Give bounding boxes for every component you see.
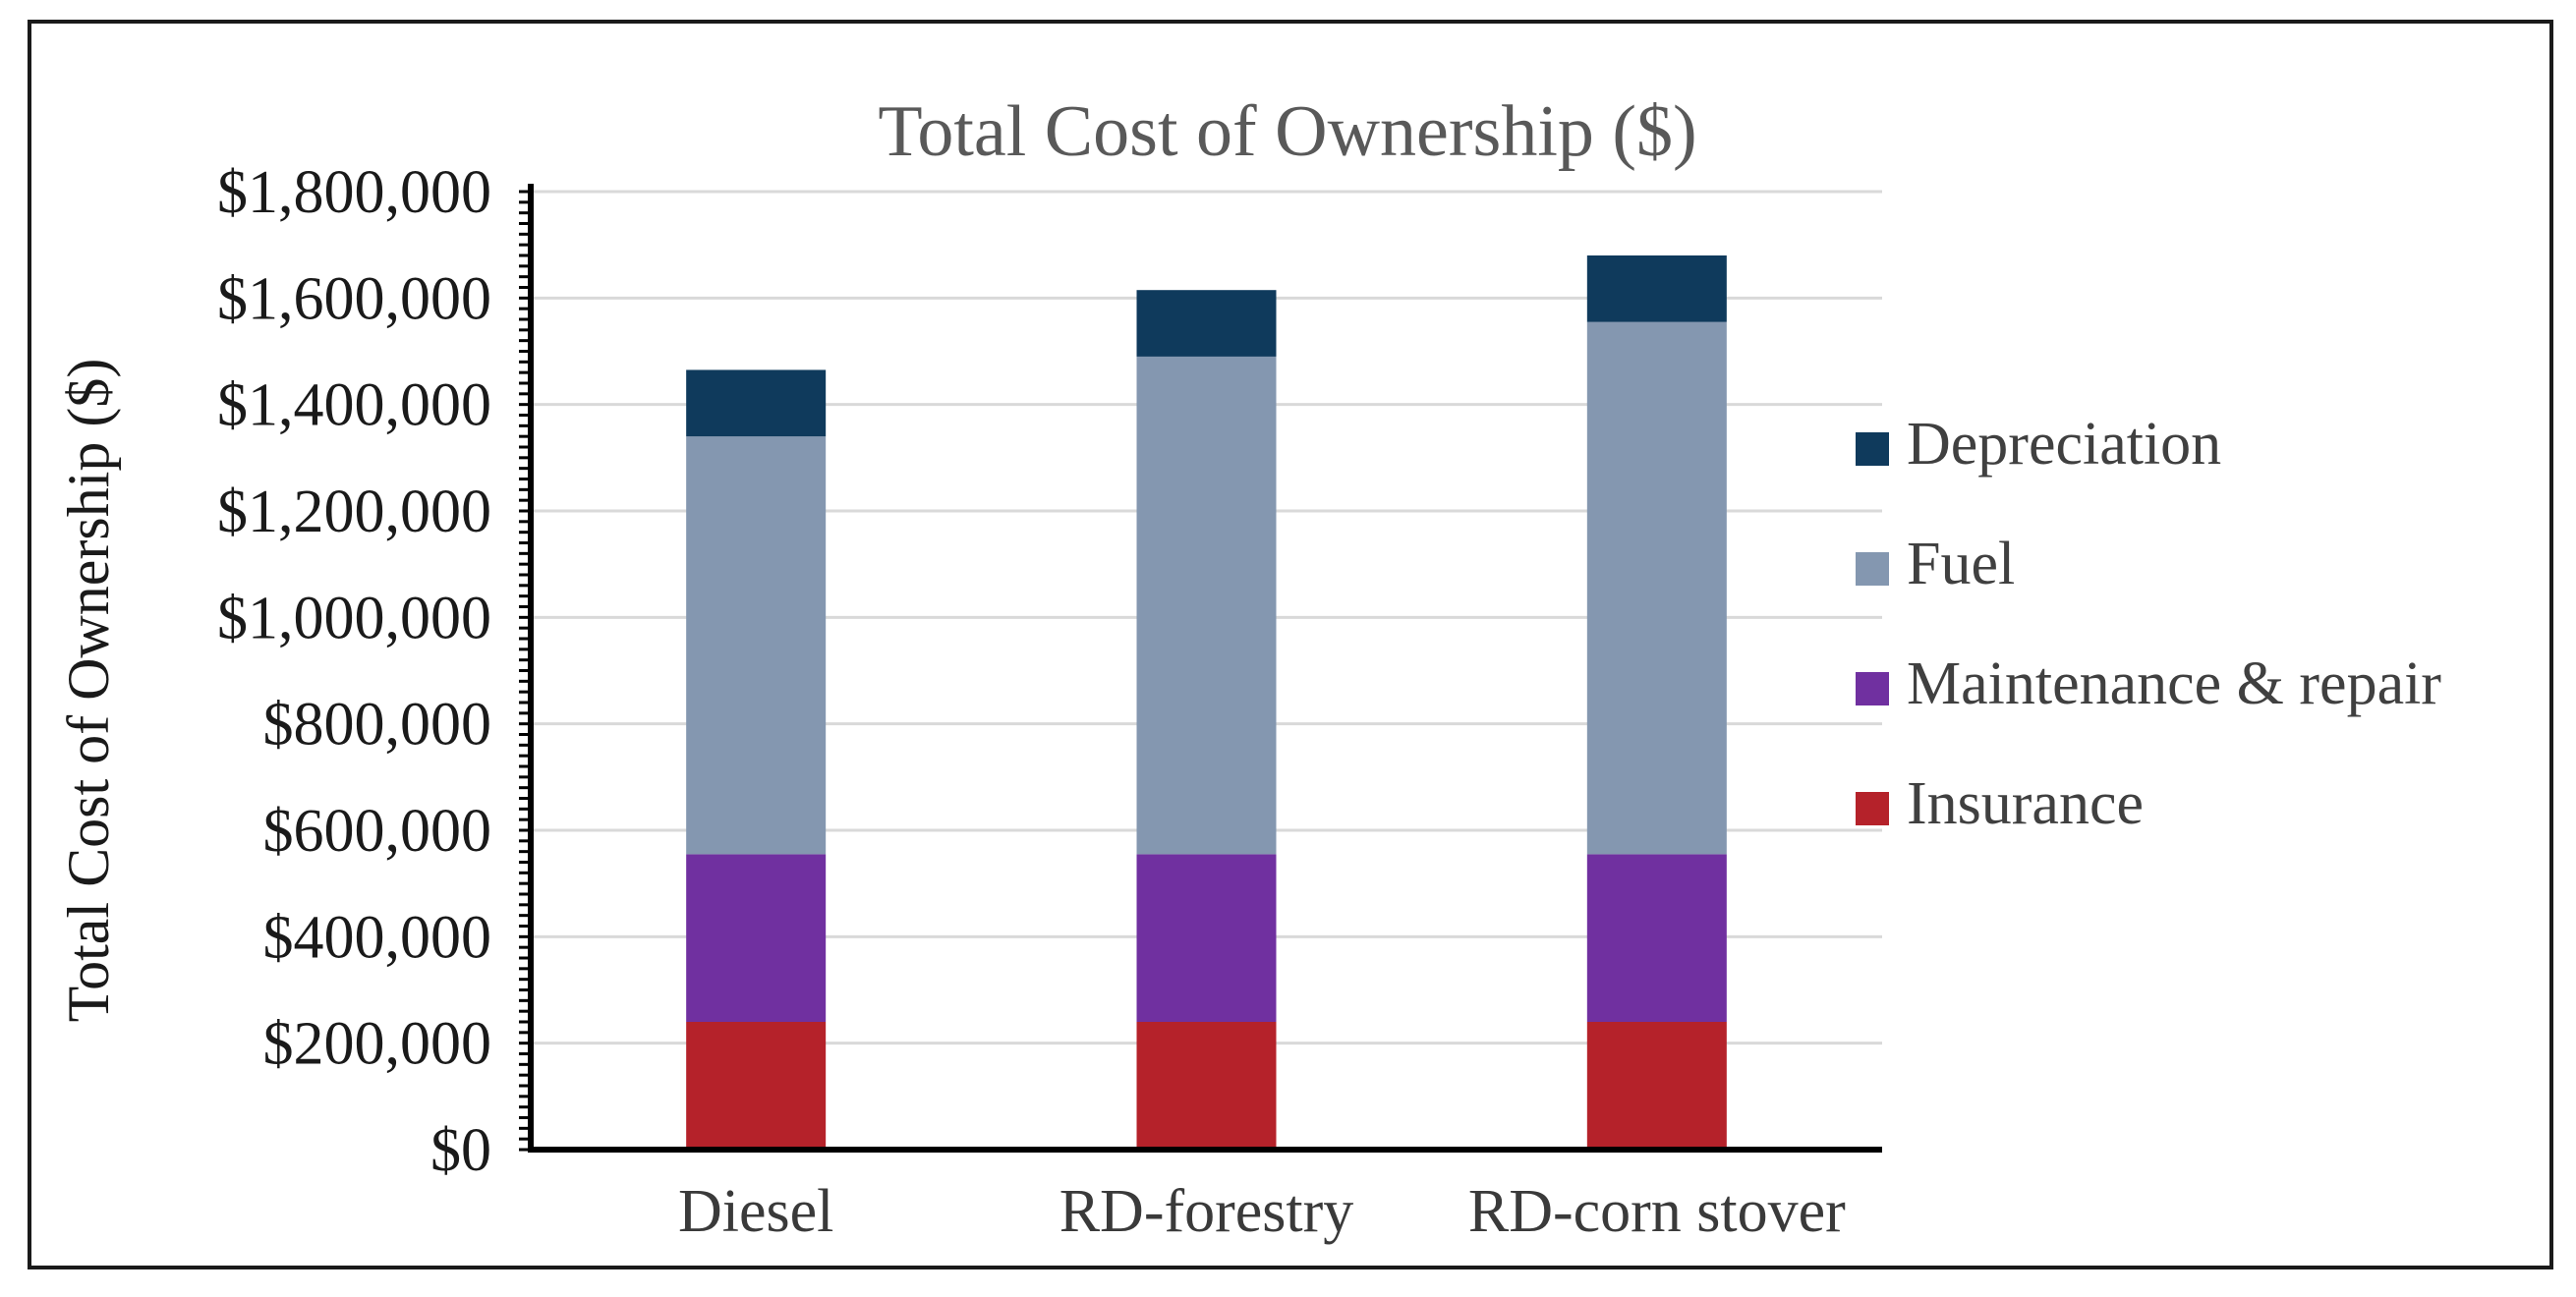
x-tick-label: RD-forestry: [1059, 1178, 1354, 1245]
legend-swatch-fuel: [1856, 552, 1889, 586]
y-tick-label: $200,000: [263, 1011, 492, 1078]
legend-swatch-maintenance-repair: [1856, 672, 1889, 705]
bar-segment-maintenance-repair: [686, 854, 827, 1022]
bars: [686, 255, 1727, 1150]
y-tick-label: $1,800,000: [217, 159, 491, 226]
y-tick-labels: $0 $200,000 $400,000 $600,000 $800,000 $1,000…: [217, 159, 491, 1184]
y-tick-label: $800,000: [263, 692, 492, 759]
legend-label-depreciation: Depreciation: [1907, 411, 2221, 478]
y-tick-label: $1,600,000: [217, 265, 491, 332]
bar-segment-depreciation: [1136, 290, 1277, 357]
y-tick-label: $1,200,000: [217, 479, 491, 545]
bar-segment-insurance: [686, 1022, 827, 1150]
bar-segment-insurance: [1136, 1022, 1277, 1150]
y-tick-label: $0: [430, 1117, 491, 1184]
chart-title: Total Cost of Ownership ($): [878, 91, 1696, 172]
bar-segment-insurance: [1586, 1022, 1727, 1150]
y-tick-label: $600,000: [263, 798, 492, 865]
bar-segment-fuel: [1136, 356, 1277, 855]
bar-segment-maintenance-repair: [1136, 854, 1277, 1022]
legend-label-insurance: Insurance: [1907, 770, 2144, 837]
chart-frame: [28, 20, 2553, 1269]
bar-segment-maintenance-repair: [1586, 854, 1727, 1022]
legend-label-fuel: Fuel: [1907, 531, 2015, 597]
y-tick-label: $1,000,000: [217, 585, 491, 651]
bar-segment-fuel: [1586, 321, 1727, 855]
y-axis-label: Total Cost of Ownership ($): [56, 359, 121, 1023]
y-tick-label: $400,000: [263, 904, 492, 971]
bar-segment-depreciation: [1586, 255, 1727, 322]
y-tick-label: $1,400,000: [217, 372, 491, 439]
legend: Depreciation Fuel Maintenance & repair Insu…: [1856, 411, 2441, 837]
legend-swatch-depreciation: [1856, 432, 1889, 466]
legend-swatch-insurance: [1856, 792, 1889, 825]
x-tick-labels: Diesel RD-forestry RD-corn stover: [678, 1178, 1846, 1245]
axes: [519, 184, 1882, 1153]
legend-label-maintenance-repair: Maintenance & repair: [1907, 650, 2441, 717]
bar-segment-depreciation: [686, 369, 827, 437]
bar-segment-fuel: [686, 436, 827, 855]
x-tick-label: RD-corn stover: [1468, 1178, 1846, 1245]
x-tick-label: Diesel: [678, 1178, 833, 1245]
